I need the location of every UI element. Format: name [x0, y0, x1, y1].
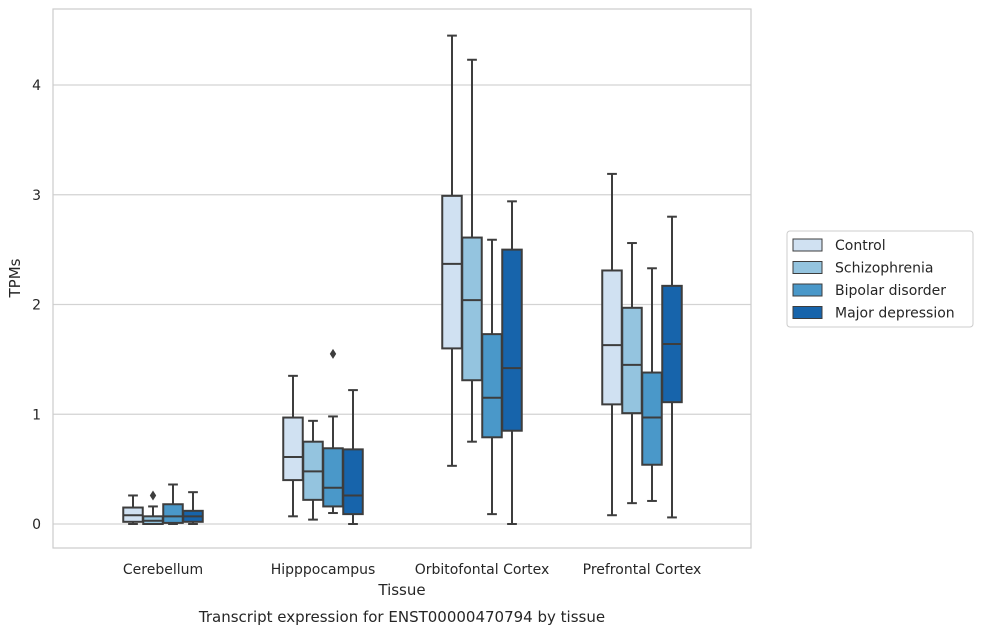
box-0-1	[142, 490, 164, 526]
box-3-0	[601, 172, 623, 517]
legend-label-0: Control	[835, 238, 886, 254]
plot-area-frame	[52, 8, 752, 549]
x-axis-ticks: Cerebellum Hipppocampus Orbitofontal Corte…	[123, 562, 701, 578]
box-1-0	[282, 374, 304, 518]
box-1-1	[302, 419, 324, 521]
y-axis-ticks: 0 1 2 3 4	[32, 78, 41, 533]
box-body	[601, 269, 623, 406]
legend: Control Schizophrenia Bipolar disorder Majo…	[786, 230, 974, 328]
box-body	[441, 194, 463, 350]
y-tick-label-3: 3	[32, 188, 41, 204]
legend-swatch-1	[792, 261, 823, 274]
outlier-point-0	[329, 348, 337, 359]
box-1-3	[342, 389, 364, 525]
box-body	[621, 306, 643, 415]
legend-swatch-0	[792, 238, 823, 252]
box-0-3	[182, 491, 204, 525]
box-body	[322, 447, 344, 508]
box-3-2	[641, 267, 663, 502]
gridlines	[53, 84, 751, 525]
legend-swatch-3	[792, 306, 823, 319]
box-2-3	[501, 200, 523, 525]
y-axis-title: TPMs	[6, 258, 24, 298]
box-2-0	[441, 34, 463, 467]
legend-frame	[786, 230, 974, 328]
legend-label-3: Major depression	[835, 306, 955, 322]
box-body	[501, 248, 523, 432]
y-tick-label-4: 4	[32, 78, 41, 94]
y-tick-label-0: 0	[32, 517, 41, 533]
x-tick-label-0: Cerebellum	[123, 562, 203, 578]
outlier-point-0	[149, 490, 157, 501]
box-body	[481, 333, 503, 439]
box-groups	[122, 34, 683, 526]
legend-swatch-2	[792, 283, 823, 297]
chart-caption: Transcript expression for ENST0000047079…	[198, 608, 605, 626]
box-1-2	[322, 348, 344, 515]
box-2-1	[461, 58, 483, 443]
legend-label-1: Schizophrenia	[835, 261, 933, 277]
x-tick-label-1: Hipppocampus	[271, 562, 376, 578]
x-tick-label-2: Orbitofontal Cortex	[415, 562, 550, 578]
box-body	[342, 448, 364, 516]
box-body	[282, 416, 304, 482]
box-3-3	[661, 215, 683, 519]
y-tick-label-1: 1	[32, 407, 41, 423]
y-tick-label-2: 2	[32, 298, 41, 314]
legend-label-2: Bipolar disorder	[835, 283, 946, 299]
box-3-1	[621, 242, 643, 505]
box-body	[162, 503, 184, 524]
box-0-0	[122, 494, 144, 525]
box-0-2	[162, 483, 184, 525]
box-body	[461, 236, 483, 382]
x-axis-title: Tissue	[377, 581, 425, 599]
x-tick-label-3: Prefrontal Cortex	[583, 562, 702, 578]
box-2-2	[481, 238, 503, 516]
box-body	[641, 371, 663, 466]
